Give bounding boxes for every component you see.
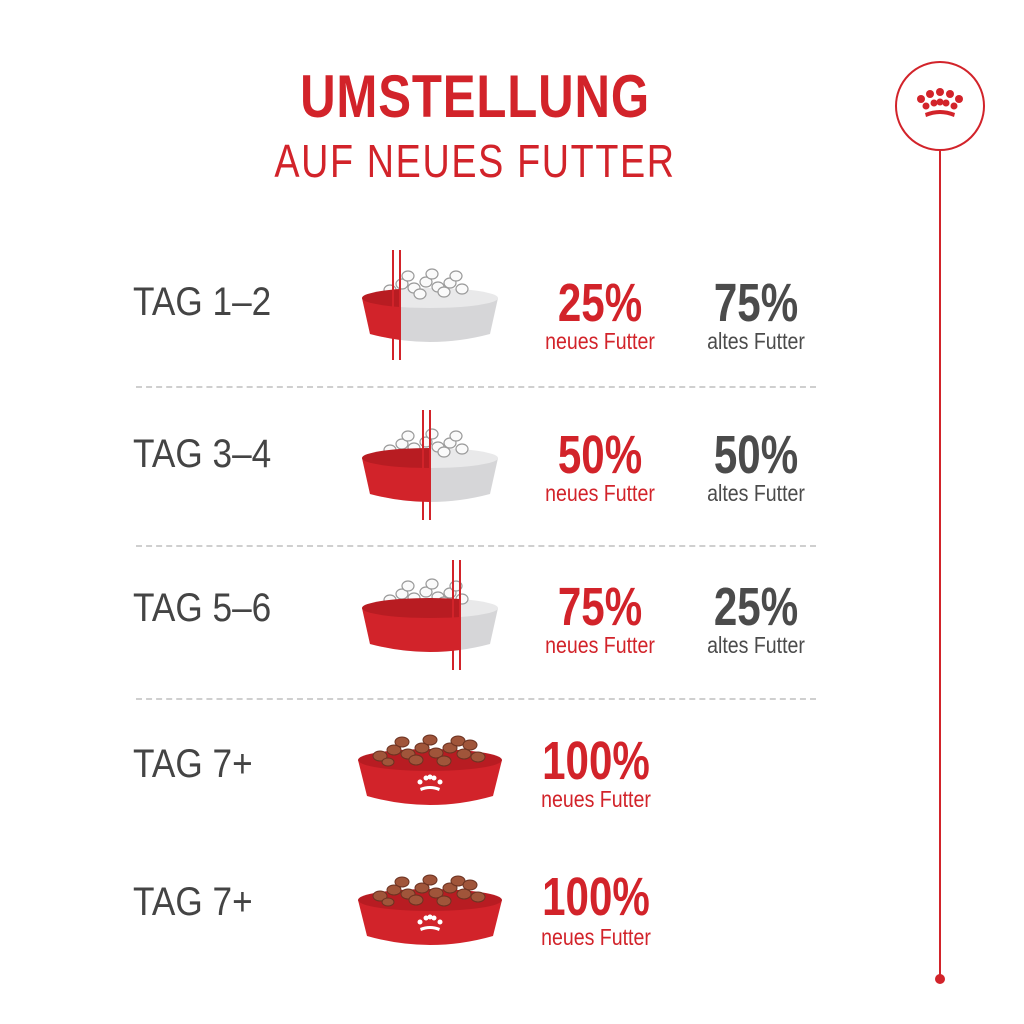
divider — [136, 386, 816, 388]
new-food-percent: 100% — [542, 867, 650, 927]
new-food-label: neues Futter — [541, 924, 651, 950]
old-food-percent: 75% — [713, 273, 799, 333]
page-subtitle: AUF NEUES FUTTER — [274, 135, 676, 187]
schedule-row: TAG 1–2 25% neues Futter 75% altes Futte… — [0, 250, 880, 382]
brand-logo — [895, 61, 985, 151]
new-food-label: neues Futter — [545, 328, 655, 354]
day-label: TAG 3–4 — [133, 432, 272, 476]
schedule-row: TAG 7+ 100% neues Futter — [0, 728, 880, 848]
page-title: UMSTELLUNG — [300, 63, 650, 130]
old-food-percent: 50% — [713, 425, 799, 485]
old-food-percent: 25% — [713, 577, 799, 637]
new-food-percent: 25% — [557, 273, 643, 333]
kibble-bowl-icon — [358, 874, 502, 945]
old-food-label: altes Futter — [707, 328, 805, 354]
schedule-row: TAG 5–6 75% neues Futter 25% altes Futte… — [0, 560, 880, 692]
schedule-row: TAG 7+ 100% neues Futter — [0, 866, 880, 986]
timeline-end-dot — [935, 974, 945, 984]
new-food-label: neues Futter — [541, 786, 651, 812]
new-food-percent: 50% — [557, 425, 643, 485]
old-food-label: altes Futter — [707, 480, 805, 506]
divider — [136, 698, 816, 700]
crown-icon — [917, 88, 963, 117]
divider — [136, 545, 816, 547]
split-bowl-icon — [362, 410, 498, 520]
day-label: TAG 1–2 — [133, 280, 272, 324]
new-food-percent: 75% — [557, 577, 643, 637]
new-food-percent: 100% — [542, 731, 650, 791]
split-bowl-icon — [362, 560, 498, 670]
split-bowl-icon — [362, 250, 498, 360]
day-label: TAG 7+ — [133, 880, 253, 924]
kibble-bowl-icon — [358, 734, 502, 805]
new-food-label: neues Futter — [545, 480, 655, 506]
day-label: TAG 5–6 — [133, 586, 272, 630]
old-food-label: altes Futter — [707, 632, 805, 658]
schedule-row: TAG 3–4 50% neues Futter 50% altes Futte… — [0, 410, 880, 538]
timeline-line — [939, 151, 941, 977]
new-food-label: neues Futter — [545, 632, 655, 658]
day-label: TAG 7+ — [133, 742, 253, 786]
